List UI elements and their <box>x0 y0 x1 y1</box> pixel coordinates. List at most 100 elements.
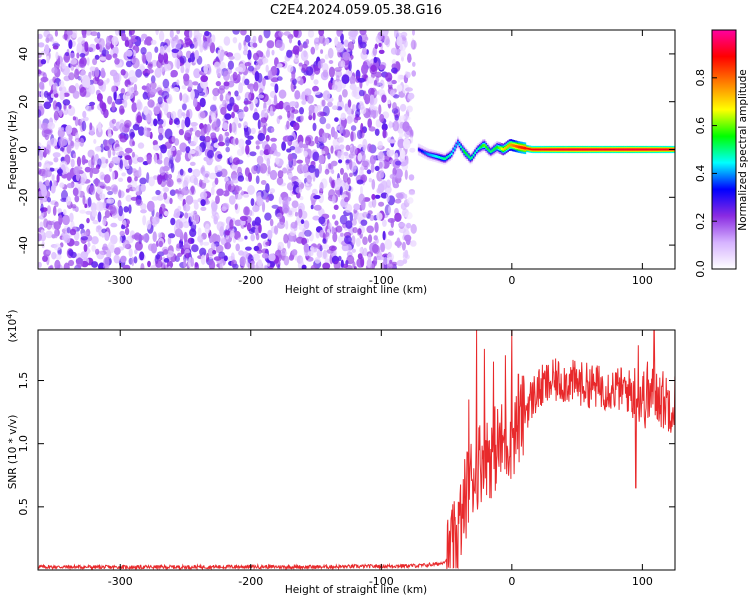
noise-speck <box>255 62 261 70</box>
noise-speck <box>252 112 260 121</box>
noise-speck <box>86 217 90 224</box>
noise-speck <box>110 222 118 228</box>
track-core <box>591 148 594 151</box>
noise-speck <box>319 116 327 125</box>
noise-speck <box>360 219 368 226</box>
noise-speck <box>378 161 383 169</box>
noise-speck <box>106 78 110 83</box>
noise-speck <box>235 137 239 145</box>
noise-speck <box>153 118 158 127</box>
noise-speck <box>278 89 287 99</box>
noise-speck <box>220 238 227 246</box>
noise-speck <box>98 38 105 49</box>
noise-speck <box>320 49 324 54</box>
noise-speck <box>314 257 321 264</box>
noise-speck <box>322 63 329 73</box>
noise-speck <box>244 62 252 67</box>
noise-speck <box>91 236 99 245</box>
track-core <box>502 148 505 151</box>
noise-speck <box>362 236 368 245</box>
noise-speck <box>225 234 230 240</box>
noise-speck <box>277 221 285 229</box>
noise-speck <box>254 216 261 226</box>
noise-speck <box>54 259 61 269</box>
snr-y-tick-label: 1.5 <box>17 372 30 390</box>
track-core <box>441 157 444 160</box>
noise-speck <box>395 160 402 166</box>
noise-speck <box>109 204 117 215</box>
colorbar-frame <box>711 29 737 270</box>
noise-speck <box>374 90 380 95</box>
noise-speck <box>169 120 173 125</box>
noise-speck <box>288 172 293 178</box>
noise-speck <box>398 222 406 227</box>
track-core <box>588 148 591 151</box>
track-core <box>549 148 552 151</box>
noise-speck <box>303 150 308 158</box>
noise-speck <box>314 168 320 178</box>
noise-speck <box>123 99 128 108</box>
track-core <box>635 148 638 151</box>
noise-speck <box>216 221 225 232</box>
track-core <box>507 144 509 148</box>
noise-speck <box>250 233 255 242</box>
noise-speck <box>310 264 318 269</box>
noise-speck <box>372 106 378 111</box>
noise-speck <box>38 261 42 268</box>
noise-speck <box>59 90 65 101</box>
noise-speck <box>232 30 240 35</box>
noise-speck <box>315 104 322 112</box>
noise-speck <box>128 248 133 258</box>
noise-speck <box>217 154 223 159</box>
noise-speck <box>349 212 353 222</box>
noise-speck <box>318 163 323 174</box>
noise-speck <box>301 99 307 105</box>
noise-speck <box>40 71 45 76</box>
noise-speck <box>362 47 367 55</box>
noise-speck <box>135 68 143 78</box>
noise-speck <box>261 253 269 259</box>
noise-speck <box>312 122 317 132</box>
snr-y-multiplier-exponent: 4 <box>5 314 14 319</box>
track-core <box>663 148 666 151</box>
track-core <box>665 148 668 151</box>
noise-speck <box>111 118 117 124</box>
noise-speck <box>161 101 168 112</box>
noise-speck <box>55 253 62 260</box>
noise-speck <box>52 205 57 216</box>
snr-background <box>38 330 675 570</box>
track-core <box>638 148 641 151</box>
noise-speck <box>238 42 242 51</box>
noise-speck <box>177 252 183 257</box>
noise-speck <box>239 256 246 267</box>
noise-speck <box>140 203 147 211</box>
noise-speck <box>56 173 60 183</box>
noise-speck <box>391 67 398 74</box>
noise-speck <box>258 88 264 95</box>
noise-speck <box>150 39 157 45</box>
noise-speck <box>262 77 266 87</box>
noise-speck <box>200 206 207 211</box>
noise-speck <box>297 40 301 46</box>
noise-speck <box>348 60 352 72</box>
track-core <box>452 149 455 153</box>
noise-speck <box>405 211 413 220</box>
noise-speck <box>118 177 124 182</box>
noise-speck <box>40 184 47 192</box>
noise-speck <box>303 220 310 230</box>
noise-speck <box>400 202 407 210</box>
track-core <box>491 149 494 152</box>
noise-speck <box>190 211 195 223</box>
noise-speck <box>214 164 223 172</box>
track-core <box>489 150 492 153</box>
noise-speck <box>40 198 44 206</box>
noise-speck <box>215 195 220 205</box>
noise-speck <box>107 190 114 196</box>
colorbar-gradient <box>712 30 736 269</box>
noise-speck <box>238 82 244 94</box>
noise-speck <box>379 113 385 123</box>
noise-speck <box>355 237 361 247</box>
snr-x-tick-label: 0 <box>508 575 515 588</box>
noise-speck <box>164 210 169 216</box>
noise-speck <box>97 158 102 168</box>
